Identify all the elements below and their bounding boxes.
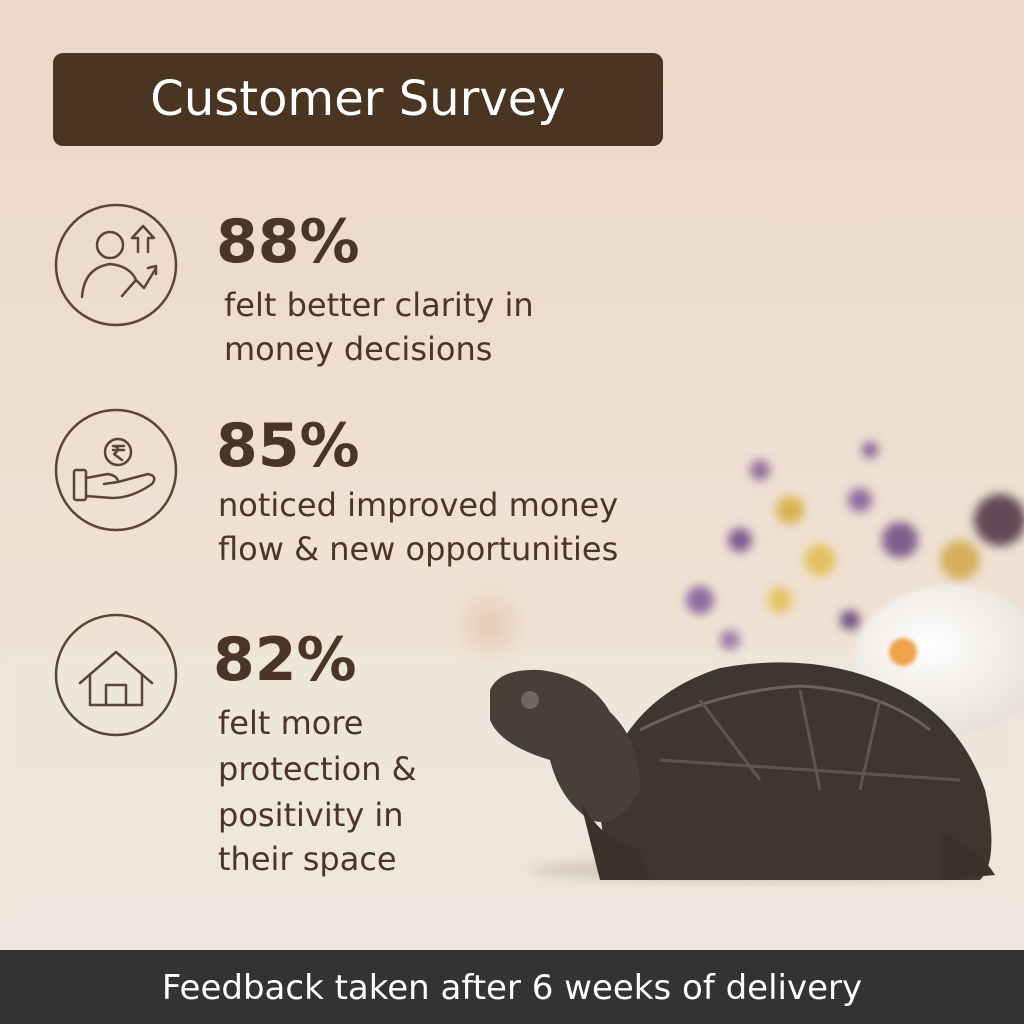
stat-text: protection &	[218, 750, 417, 788]
stat-text: money decisions	[224, 330, 492, 368]
stat-value: 88%	[216, 207, 360, 277]
title: Customer Survey	[150, 71, 565, 127]
footer-text: Feedback taken after 6 weeks of delivery	[162, 968, 862, 1008]
stat-text: flow & new opportunities	[218, 530, 618, 568]
footer-bar	[0, 950, 1024, 1024]
icon-money	[54, 408, 178, 532]
icon-growth	[54, 203, 178, 327]
background-decor	[450, 442, 1024, 665]
icon-home	[54, 613, 178, 737]
shell-spot	[889, 638, 917, 666]
title-box	[53, 53, 663, 146]
stat-text: positivity in	[218, 796, 404, 834]
stat-text: noticed improved money	[218, 486, 618, 524]
turtle	[490, 662, 995, 884]
stat-text: felt better clarity in	[224, 286, 534, 324]
stat-text: felt more	[218, 704, 363, 742]
stat-value: 82%	[213, 625, 357, 695]
stat-value: 85%	[216, 411, 360, 481]
stat-text: their space	[218, 840, 397, 878]
